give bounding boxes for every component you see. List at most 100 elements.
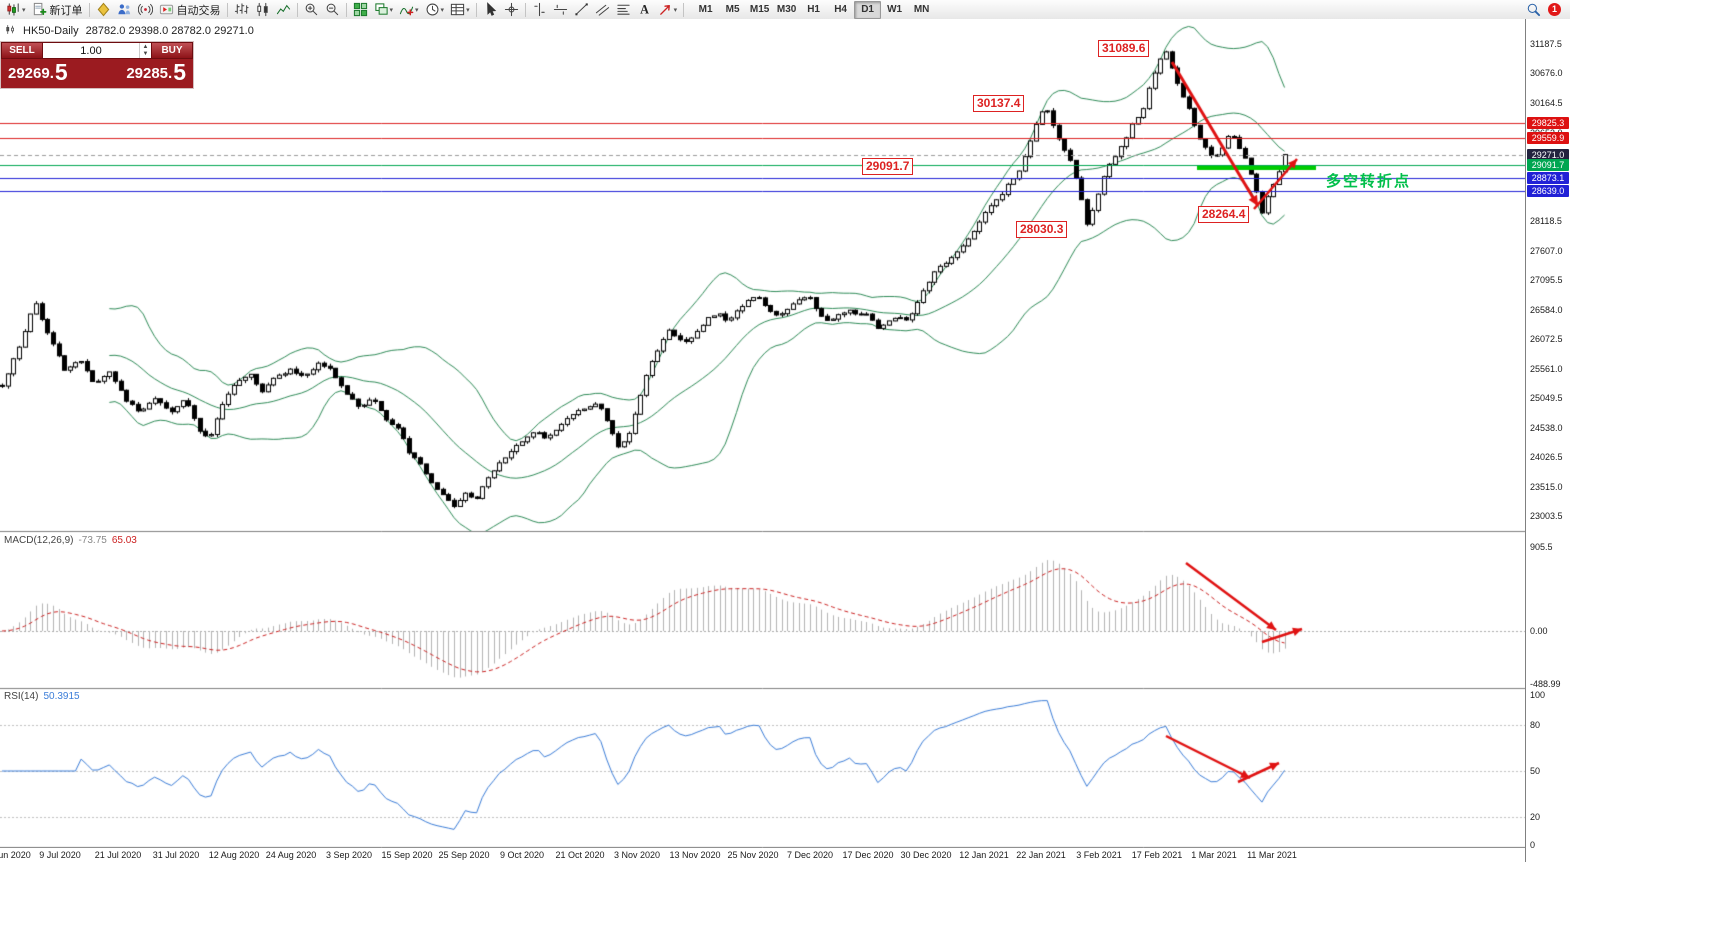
price-axis-label: 31187.5 <box>1530 38 1562 49</box>
search-button[interactable] <box>1524 1 1543 18</box>
chevron-down-icon: ▾ <box>389 6 394 14</box>
crosshair-icon <box>504 2 518 17</box>
toolbar: ▾ 新订单 自动交易 ▾ ▾ ▾ ▾ A ▾ M1 M5 M15 M30 H1 H4 D1 W1 MN 1 <box>0 0 1570 20</box>
chart-ohlc-values: 28782.0 29398.0 28782.0 29271.0 <box>85 25 254 37</box>
timeframe-m1[interactable]: M1 <box>698 3 713 15</box>
chevron-down-icon: ▾ <box>673 6 678 14</box>
timeframe-h1[interactable]: H1 <box>807 3 820 15</box>
candlestick-chart[interactable] <box>0 19 1525 848</box>
timeframe-d1[interactable]: D1 <box>854 0 882 19</box>
channel-icon <box>595 4 609 16</box>
chart-window-icon <box>7 3 19 16</box>
timeframe-m5[interactable]: M5 <box>725 3 740 15</box>
sell-button[interactable]: SELL <box>1 42 43 59</box>
channel-button[interactable] <box>593 1 612 18</box>
profiles-button[interactable] <box>94 1 113 18</box>
lot-increase-icon[interactable]: ▲ <box>142 43 149 50</box>
lot-stepper[interactable]: ▲ ▼ <box>139 43 151 58</box>
buy-price-big-digit: 5 <box>173 59 186 85</box>
date-label: 25 Sep 2020 <box>438 850 490 860</box>
new-order-button[interactable]: 新订单 <box>30 1 85 18</box>
line-chart-button[interactable] <box>274 1 293 18</box>
timeframe-h4[interactable]: H4 <box>834 3 847 15</box>
date-label: 30 Dec 2020 <box>900 850 952 860</box>
cascade-windows-icon <box>374 3 388 15</box>
zoom-out-icon <box>326 3 338 16</box>
chart-ohlc-header: HK50-Daily 28782.0 29398.0 28782.0 29271… <box>5 24 254 38</box>
date-label: 1 Mar 2021 <box>1191 850 1237 860</box>
price-axis-label: 25561.0 <box>1530 363 1563 374</box>
rsi-name: RSI(14) <box>4 691 39 702</box>
chevron-down-icon: ▾ <box>415 6 419 14</box>
date-label: 21 Jul 2020 <box>94 850 142 860</box>
trendline-button[interactable] <box>572 1 591 18</box>
price-axis-label: 27095.5 <box>1530 275 1563 286</box>
sell-price-big-digit: 5 <box>54 59 68 85</box>
periods-button[interactable]: ▾ <box>423 1 447 18</box>
lot-size-value[interactable]: 1.00 <box>80 44 102 57</box>
timeframe-m15[interactable]: M15 <box>749 3 770 15</box>
zoom-in-icon <box>305 3 317 16</box>
vertical-line-button[interactable] <box>530 1 549 18</box>
price-axis-label: 28118.5 <box>1530 216 1562 227</box>
crosshair-button[interactable] <box>502 1 521 18</box>
line-chart-icon <box>276 4 290 15</box>
buy-price: 29285. 5 <box>126 59 186 85</box>
auto-trading-button[interactable]: 自动交易 <box>157 1 223 18</box>
templates-icon <box>450 3 465 16</box>
bar-chart-button[interactable] <box>232 1 251 18</box>
turning-point-label[interactable]: 多空转折点 <box>1326 173 1412 190</box>
price-axis[interactable]: 31187.530676.030164.529653.029141.528630… <box>1525 19 1571 862</box>
lot-decrease-icon[interactable]: ▼ <box>142 50 149 57</box>
date-label: 3 Feb 2021 <box>1076 850 1122 860</box>
text-label-button[interactable]: A <box>635 1 654 18</box>
lot-size-field[interactable]: 1.00 ▲ ▼ <box>43 42 151 59</box>
horizontal-line-button[interactable] <box>551 1 570 18</box>
time-axis[interactable]: 25 Jun 2020 9 Jul 2020 21 Jul 2020 31 Jul 2… <box>0 849 1525 862</box>
macd-axis-label: -488.99 <box>1530 679 1561 689</box>
candlestick-chart-button[interactable] <box>253 1 272 18</box>
chart-window-button[interactable]: ▾ <box>4 1 28 18</box>
rsi-axis-label: 0 <box>1530 840 1536 850</box>
indicators-icon <box>399 6 414 16</box>
timeframe-mn[interactable]: MN <box>913 3 930 15</box>
cursor-button[interactable] <box>481 1 500 18</box>
fibonacci-icon <box>616 4 630 15</box>
broadcast-button[interactable] <box>136 1 155 18</box>
zoom-out-button[interactable] <box>323 1 342 18</box>
date-label: 17 Dec 2020 <box>842 850 894 860</box>
cascade-windows-button[interactable]: ▾ <box>372 1 396 18</box>
tile-windows-icon <box>353 2 367 17</box>
timeframe-m30[interactable]: M30 <box>776 3 797 15</box>
price-tag: 29091.7 <box>1527 158 1569 171</box>
one-click-trading-panel: SELL 1.00 ▲ ▼ BUY 29269. 5 29285. 5 <box>1 42 193 88</box>
tile-windows-button[interactable] <box>351 1 370 18</box>
price-axis-label: 30676.0 <box>1530 68 1563 79</box>
date-label: 11 Mar 2021 <box>1247 850 1297 860</box>
market-watch-button[interactable] <box>115 1 134 18</box>
rsi-axis-label: 20 <box>1530 812 1541 822</box>
arrows-button[interactable]: ▾ <box>656 1 680 18</box>
toolbar-separator <box>683 2 685 17</box>
price-tag: 29271.0 <box>1527 148 1569 161</box>
periods-icon <box>426 3 439 16</box>
fibonacci-button[interactable] <box>614 1 633 18</box>
arrows-icon <box>659 5 670 15</box>
timeframe-w1[interactable]: W1 <box>887 3 903 15</box>
rsi-axis-label: 50 <box>1530 766 1541 776</box>
buy-button[interactable]: BUY <box>151 42 193 59</box>
price-tag: 29559.9 <box>1527 131 1569 144</box>
toolbar-separator <box>345 2 347 17</box>
chart-symbol: HK50-Daily <box>23 25 79 37</box>
notification-badge[interactable]: 1 <box>1548 3 1561 16</box>
date-label: 22 Jan 2021 <box>1016 850 1066 860</box>
indicators-button[interactable]: ▾ <box>397 1 421 18</box>
zoom-in-button[interactable] <box>302 1 321 18</box>
templates-button[interactable]: ▾ <box>448 1 472 18</box>
chevron-down-icon: ▾ <box>440 6 445 14</box>
sell-price: 29269. 5 <box>8 59 68 85</box>
price-axis-label: 23003.5 <box>1530 511 1563 522</box>
price-axis-label: 24538.0 <box>1530 422 1563 433</box>
sell-price-main: 29269. <box>8 65 54 83</box>
